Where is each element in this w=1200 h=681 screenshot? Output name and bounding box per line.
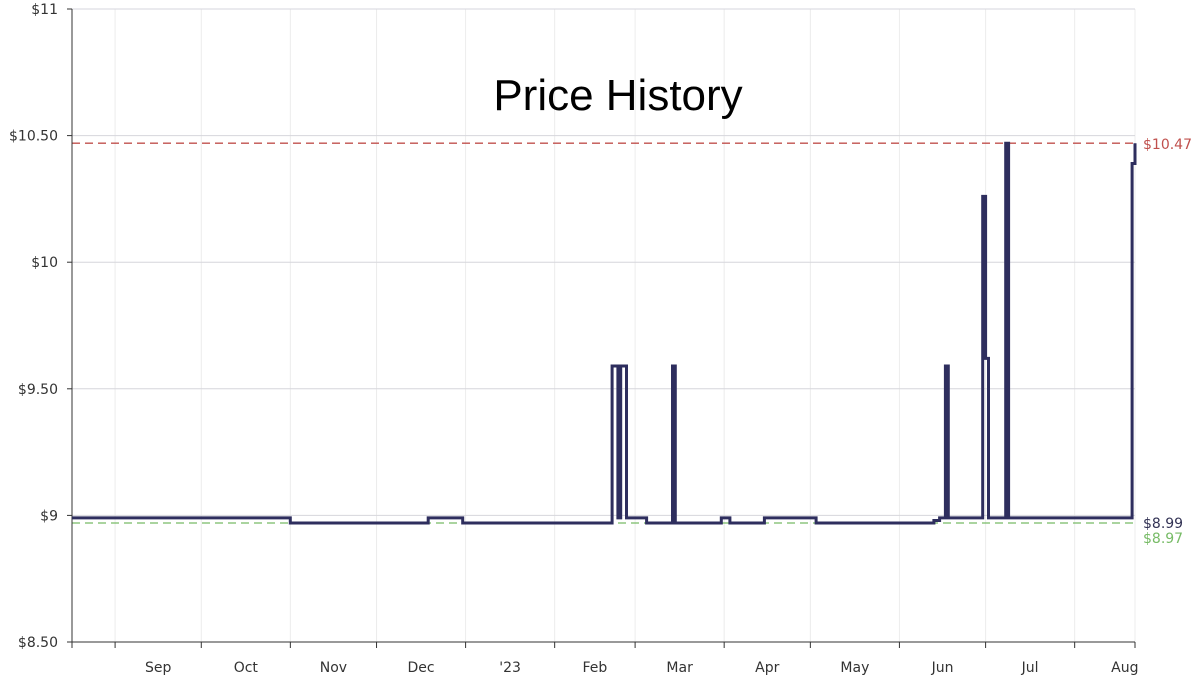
x-tick-label: Nov — [320, 660, 347, 676]
series-lines — [72, 141, 1137, 525]
max-price-label: $10.47 — [1143, 137, 1192, 153]
x-tick-label: Feb — [582, 660, 607, 676]
y-tick-label: $10.50 — [9, 129, 58, 145]
axes — [71, 9, 1135, 643]
price-series-line — [72, 141, 1137, 525]
x-tick-label: Oct — [234, 660, 259, 676]
y-tick-labels: $11 $10.50 $10 $9.50 $9 $8.50 — [9, 2, 72, 651]
x-tick-label: Apr — [755, 660, 779, 676]
reference-lines — [72, 142, 1135, 524]
x-tick-labels: Sep Oct Nov Dec '23 Feb Mar Apr May Jun Jul Aug — [71, 642, 1139, 676]
x-tick-label: Jun — [931, 660, 954, 676]
y-tick-label: $8.50 — [18, 635, 58, 651]
current-price-label: $8.99 — [1143, 516, 1183, 532]
reference-labels: $10.47 $8.99$8.97 — [1143, 137, 1192, 547]
x-tick-label: Mar — [666, 660, 693, 676]
y-tick-label: $11 — [31, 2, 58, 18]
y-tick-label: $9.50 — [18, 382, 58, 398]
x-tick-label: '23 — [499, 660, 521, 676]
y-tick-label: $9 — [40, 508, 58, 524]
x-tick-label: Dec — [408, 660, 435, 676]
x-tick-label: Sep — [145, 660, 172, 676]
x-tick-label: May — [840, 660, 869, 676]
y-tick-label: $10 — [31, 255, 58, 271]
chart-title: Price History — [493, 71, 742, 120]
min-price-label: $8.97 — [1143, 531, 1183, 547]
x-tick-label: Jul — [1021, 660, 1039, 676]
x-tick-label: Aug — [1111, 660, 1138, 676]
